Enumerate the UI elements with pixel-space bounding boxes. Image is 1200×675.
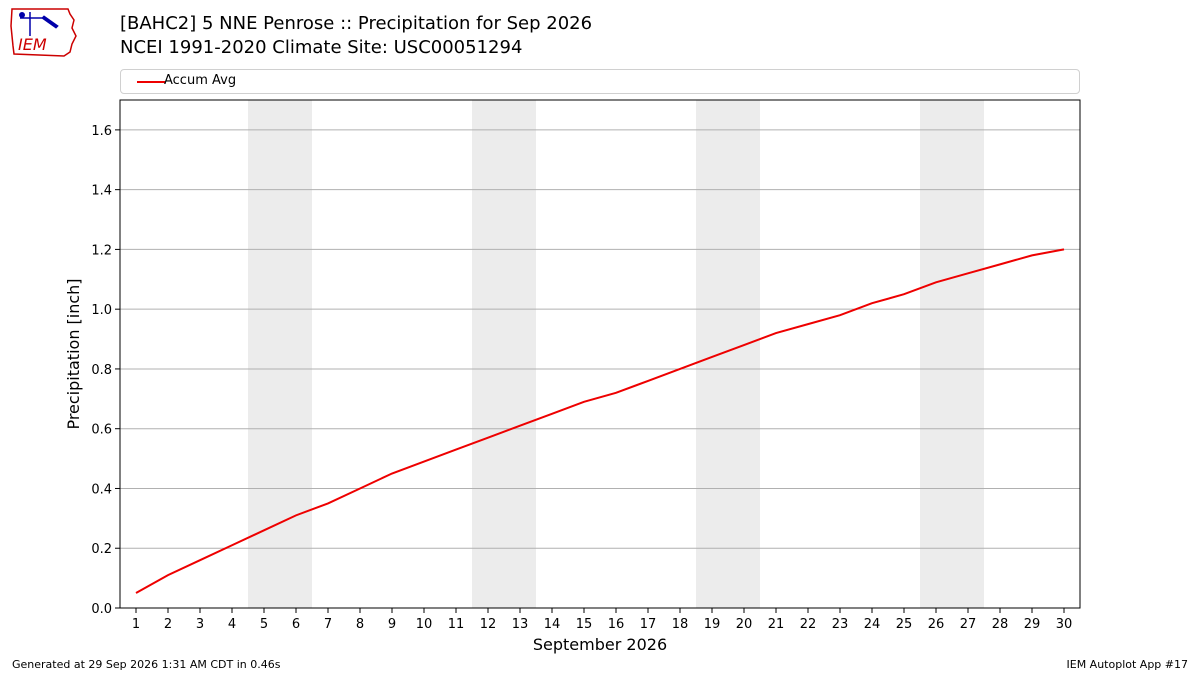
y-tick-label: 0.2: [91, 542, 112, 557]
weekend-shade: [696, 100, 760, 608]
x-tick-label: 12: [480, 617, 497, 632]
x-tick-label: 11: [448, 617, 465, 632]
x-tick-label: 19: [704, 617, 721, 632]
y-tick-label: 1.0: [91, 303, 112, 318]
weather-station-icon: [19, 12, 59, 36]
footer-generated: Generated at 29 Sep 2026 1:31 AM CDT in …: [12, 658, 281, 671]
x-axis-label: September 2026: [533, 635, 667, 654]
footer-app: IEM Autoplot App #17: [1066, 658, 1189, 671]
iem-logo: IEM: [10, 8, 77, 57]
legend-swatch: [137, 81, 165, 83]
x-tick-label: 6: [292, 617, 300, 632]
legend: Accum Avg: [120, 69, 1080, 94]
weekend-shade: [248, 100, 312, 608]
logo-text: IEM: [18, 35, 47, 54]
plot-frame: [119, 99, 1081, 609]
y-tick-label: 0.4: [91, 482, 112, 497]
x-tick-label: 22: [800, 617, 817, 632]
x-tick-label: 9: [388, 617, 396, 632]
chart-subtitle: NCEI 1991-2020 Climate Site: USC00051294: [120, 37, 523, 58]
x-tick-label: 8: [356, 617, 364, 632]
x-tick-label: 21: [768, 617, 785, 632]
legend-label: Accum Avg: [164, 73, 237, 88]
x-tick-label: 18: [672, 617, 689, 632]
x-tick-label: 17: [640, 617, 657, 632]
x-tick-label: 16: [608, 617, 625, 632]
x-tick-label: 25: [896, 617, 913, 632]
x-tick-label: 4: [228, 617, 236, 632]
weekend-shade: [472, 100, 536, 608]
x-tick-label: 15: [576, 617, 593, 632]
x-tick-label: 14: [544, 617, 561, 632]
y-tick-label: 1.6: [91, 124, 112, 139]
x-tick-label: 7: [324, 617, 332, 632]
x-tick-label: 26: [928, 617, 945, 632]
x-tick-label: 28: [992, 617, 1009, 632]
y-tick-label: 0.8: [91, 363, 112, 378]
x-tick-label: 3: [196, 617, 204, 632]
x-tick-label: 27: [960, 617, 977, 632]
x-tick-label: 5: [260, 617, 268, 632]
y-tick-label: 1.2: [91, 243, 112, 258]
x-tick-label: 29: [1024, 617, 1041, 632]
x-tick-label: 30: [1056, 617, 1073, 632]
y-axis-label: Precipitation [inch]: [64, 278, 83, 429]
x-tick-label: 13: [512, 617, 529, 632]
x-tick-label: 2: [164, 617, 172, 632]
y-tick-label: 1.4: [91, 184, 112, 199]
x-tick-label: 24: [864, 617, 881, 632]
y-tick-label: 0.6: [91, 423, 112, 438]
iowa-outline: [10, 8, 77, 57]
x-tick-label: 1: [132, 617, 140, 632]
x-tick-label: 23: [832, 617, 849, 632]
weekend-shade: [920, 100, 984, 608]
x-tick-label: 10: [416, 617, 433, 632]
series-line-accum-avg: [135, 248, 1065, 594]
y-tick-label: 0.0: [91, 602, 112, 617]
x-tick-label: 20: [736, 617, 753, 632]
chart-title: [BAHC2] 5 NNE Penrose :: Precipitation f…: [120, 13, 593, 34]
